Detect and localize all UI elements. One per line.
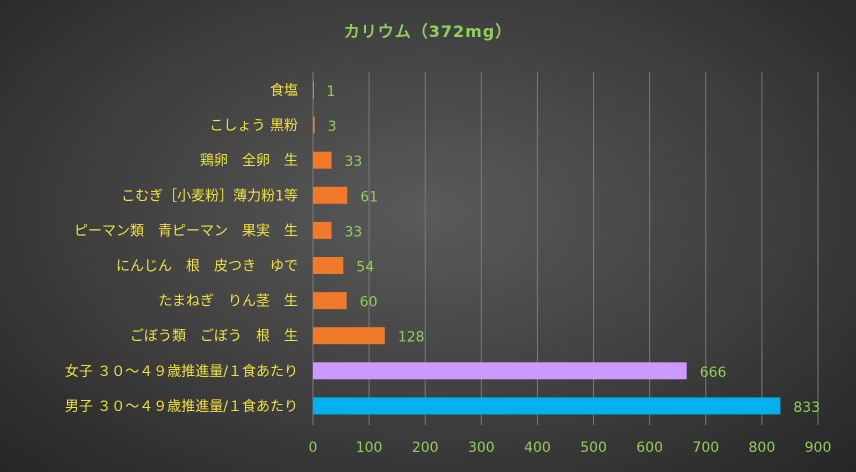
chart-title: カリウム（372mg） [343, 22, 513, 41]
x-tick-label: 0 [309, 440, 318, 456]
bar [313, 292, 347, 310]
data-label: 33 [345, 154, 363, 170]
x-tick-label: 800 [749, 440, 776, 456]
x-tick-label: 200 [412, 440, 439, 456]
x-tick-label: 400 [524, 440, 551, 456]
x-tick-label: 300 [468, 440, 495, 456]
bar [313, 362, 687, 380]
bar [313, 81, 314, 99]
data-label: 1 [327, 84, 336, 100]
category-label: こむぎ［小麦粉］薄力粉1等 [121, 187, 298, 204]
data-label: 61 [360, 189, 378, 205]
bar [313, 327, 385, 345]
category-label: たまねぎ りん茎 生 [158, 294, 298, 310]
x-tick-label: 600 [636, 440, 663, 456]
bar [313, 397, 781, 415]
data-label: 60 [360, 295, 378, 311]
x-tick-label: 100 [356, 440, 383, 456]
x-tick-label: 500 [580, 440, 607, 456]
bar [313, 116, 315, 134]
category-label: 女子 ３０～４９歳推進量/１食あたり [65, 363, 298, 380]
x-tick-label: 900 [805, 440, 832, 456]
bar [313, 186, 348, 204]
category-label: 食塩 [270, 82, 298, 99]
bar [313, 151, 332, 169]
category-label: 男子 ３０～４９歳推進量/１食あたり [65, 398, 298, 415]
bar [313, 257, 344, 274]
category-label: ごぼう類 ごぼう 根 生 [130, 329, 298, 345]
category-label: 鶏卵 全卵 生 [200, 152, 298, 169]
data-label: 128 [398, 330, 425, 346]
category-label: にんじん 根 皮つき ゆで [116, 259, 298, 275]
x-tick-label: 700 [692, 440, 719, 456]
data-label: 666 [700, 365, 727, 381]
data-label: 833 [793, 400, 820, 416]
category-label: ピーマン類 青ピーマン 果実 生 [74, 223, 298, 239]
data-label: 33 [345, 224, 363, 240]
data-label: 3 [328, 119, 337, 135]
category-label: こしょう 黒粉 [210, 118, 298, 134]
bar [313, 221, 332, 239]
data-label: 54 [356, 260, 374, 276]
